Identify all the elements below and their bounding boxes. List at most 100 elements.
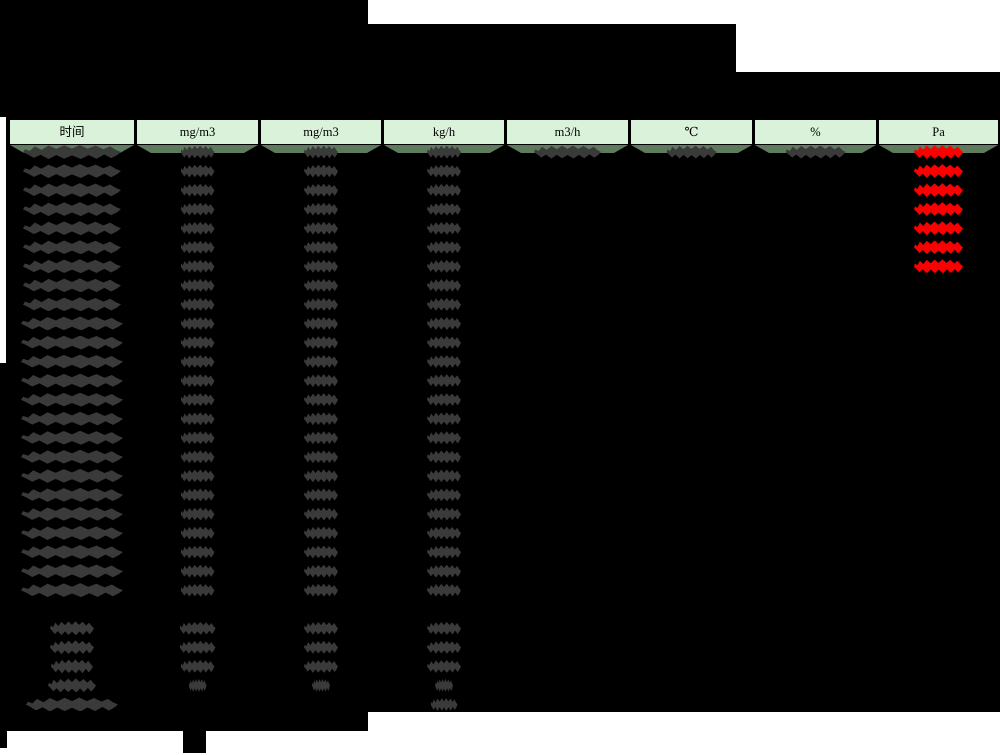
redacted-value (179, 640, 216, 654)
redacted-value (427, 164, 461, 178)
redacted-value (180, 412, 215, 426)
redacted-value (304, 259, 338, 273)
redacted-datetime-value (23, 221, 121, 236)
redacted-datetime-value (21, 545, 123, 560)
redacted-datetime-value (21, 449, 123, 464)
redacted-value (304, 564, 338, 578)
redacted-value (180, 183, 215, 197)
redacted-value (304, 202, 338, 216)
redacted-value (427, 526, 461, 540)
redacted-value (427, 183, 461, 197)
redacted-datetime-value (21, 354, 123, 369)
redacted-value (427, 469, 461, 483)
redacted-value (785, 145, 846, 159)
redacted-value (180, 450, 215, 464)
redacted-value (304, 412, 338, 426)
redacted-value (304, 545, 338, 559)
redacted-value (304, 336, 338, 349)
redacted-value (180, 336, 215, 349)
redacted-value (312, 678, 330, 692)
header-cell-4: m3/h (507, 120, 628, 153)
redacted-red-value (914, 183, 963, 198)
redacted-value (304, 393, 338, 407)
redacted-value (427, 355, 461, 369)
header-cell-2: mg/m3 (261, 120, 381, 153)
header-cell-label: mg/m3 (261, 120, 381, 144)
redacted-datetime-value (48, 678, 96, 693)
redacted-value (304, 278, 338, 292)
header-cell-3: kg/h (384, 120, 504, 153)
redacted-value (427, 564, 461, 578)
header-cell-label: Pa (879, 120, 998, 144)
redacted-value (304, 621, 338, 635)
redacted-red-value (914, 164, 963, 179)
redacted-value (427, 431, 461, 445)
header-cell-label: 时间 (10, 120, 134, 144)
redacted-value (427, 640, 461, 654)
redacted-value (180, 240, 215, 254)
redacted-datetime-value (23, 202, 121, 217)
redacted-value (304, 507, 338, 521)
redacted-datetime-value (23, 259, 121, 274)
redacted-value (427, 145, 461, 159)
redacted-value (304, 240, 338, 254)
redacted-value (304, 183, 338, 197)
dark-page-region (183, 731, 206, 753)
redacted-datetime-value (21, 487, 123, 502)
redacted-value (427, 202, 461, 216)
redacted-value (435, 678, 453, 692)
redacted-value (188, 678, 207, 692)
redacted-value (427, 393, 461, 407)
redacted-value (180, 469, 215, 483)
background-gap (0, 117, 6, 363)
redacted-datetime-value (23, 145, 121, 159)
redacted-datetime-value (21, 316, 123, 331)
redacted-value (427, 659, 461, 673)
redacted-red-value (914, 202, 963, 217)
redacted-datetime-value (50, 640, 94, 655)
redacted-value (180, 431, 215, 445)
redacted-value (180, 526, 215, 540)
header-cell-6: % (755, 120, 876, 153)
header-cell-label: mg/m3 (137, 120, 258, 144)
redacted-value (427, 507, 461, 521)
redacted-datetime-value (21, 373, 123, 388)
redacted-datetime-value (23, 164, 121, 179)
redacted-value (304, 469, 338, 483)
header-cell-1: mg/m3 (137, 120, 258, 153)
redacted-value (427, 221, 461, 235)
redacted-value (304, 374, 338, 388)
redacted-value (180, 316, 215, 330)
redacted-value (304, 221, 338, 235)
redacted-value (304, 297, 338, 311)
header-cell-label: % (755, 120, 876, 144)
redacted-value (666, 145, 717, 159)
redacted-value (427, 259, 461, 273)
redacted-datetime-value (21, 411, 123, 426)
redacted-value (180, 164, 215, 178)
redacted-value (304, 526, 338, 540)
redacted-red-value (914, 259, 963, 274)
redacted-value (180, 488, 215, 502)
redacted-value (304, 355, 338, 369)
redacted-datetime-value (23, 183, 121, 198)
header-cell-5: ℃ (631, 120, 752, 153)
redacted-datetime-value (23, 240, 121, 255)
redacted-value (427, 336, 461, 349)
redacted-red-value (914, 240, 963, 255)
redacted-value (180, 545, 215, 559)
redacted-value (304, 488, 338, 502)
redacted-value (427, 278, 461, 292)
redacted-datetime-value (26, 697, 118, 712)
redacted-value (427, 240, 461, 254)
redacted-value (427, 316, 461, 330)
redacted-value (304, 164, 338, 178)
redacted-value (304, 659, 338, 673)
redacted-datetime-value (21, 430, 123, 445)
header-cell-0: 时间 (10, 120, 134, 153)
redacted-datetime-value (21, 526, 123, 540)
redacted-red-value (914, 221, 963, 236)
redacted-value (430, 697, 458, 711)
redacted-value (304, 583, 338, 597)
redacted-datetime-value (21, 392, 123, 407)
